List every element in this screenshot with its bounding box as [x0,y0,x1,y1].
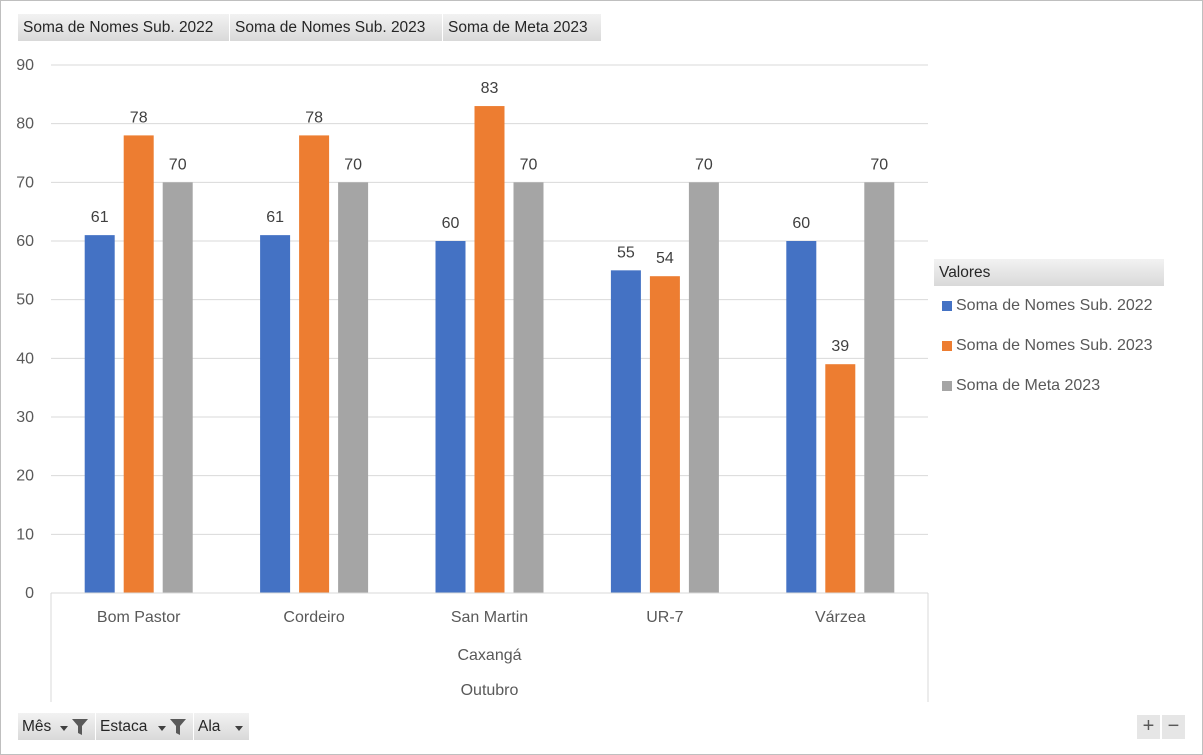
bar [435,241,466,593]
x-category-label: UR-7 [646,609,683,626]
data-label: 39 [831,338,849,355]
bar [84,235,115,593]
data-label: 61 [91,209,109,226]
caret-down-icon [235,726,243,731]
axis-field-label-ala: Ala [198,718,221,735]
data-label: 78 [305,109,323,126]
filter-icon [170,718,186,735]
y-tick-label: 0 [25,585,34,602]
legend-swatch-2023 [942,341,952,351]
data-label: 54 [656,250,674,267]
data-label: 70 [169,156,187,173]
value-field-button-2023[interactable]: Soma de Nomes Sub. 2023 [230,14,443,41]
legend: Valores Soma de Nomes Sub. 2022 Soma de … [934,259,1164,406]
legend-item-2022: Soma de Nomes Sub. 2022 [934,286,1164,326]
x-category-label: Várzea [815,609,866,626]
data-label: 70 [520,156,538,173]
y-tick-label: 10 [16,526,34,543]
y-tick-label: 80 [16,116,34,133]
bar [123,135,154,593]
legend-label-2023: Soma de Nomes Sub. 2023 [956,337,1153,354]
data-label: 70 [695,156,713,173]
data-label: 78 [130,109,148,126]
axis-field-button-ala[interactable]: Ala [194,713,250,740]
bar [825,364,856,593]
value-field-button-2022[interactable]: Soma de Nomes Sub. 2022 [18,14,230,41]
caret-down-icon [158,726,166,731]
axis-field-button-mes[interactable]: Mês [18,713,96,740]
x-group-label: Caxangá [457,647,521,664]
legend-swatch-2022 [942,301,952,311]
data-label: 61 [266,209,284,226]
expand-button[interactable]: + [1137,715,1160,739]
y-axis-tick-labels: 0 10 20 30 40 50 60 70 80 90 [16,57,34,602]
axis-field-button-estaca[interactable]: Estaca [96,713,194,740]
bar [299,135,330,593]
y-tick-label: 70 [16,174,34,191]
bar [864,182,895,594]
axis-field-label-estaca: Estaca [100,718,148,735]
bar [610,270,641,593]
legend-title[interactable]: Valores [934,259,1164,286]
legend-swatch-meta [942,381,952,391]
axis-field-buttons: Mês Estaca Ala [18,713,250,740]
x-category-label: San Martin [451,609,528,626]
axis-field-label-mes: Mês [22,718,52,735]
bar [649,276,680,593]
bar [260,235,291,593]
legend-item-2023: Soma de Nomes Sub. 2023 [934,326,1164,366]
y-tick-label: 60 [16,233,34,250]
bar [474,106,505,594]
y-tick-label: 50 [16,292,34,309]
y-tick-label: 90 [16,57,34,74]
axes [50,592,929,702]
y-tick-label: 30 [16,409,34,426]
data-label: 60 [442,215,460,232]
x-axis-category-labels: Bom Pastor Cordeiro San Martin UR-7 Várzea Ca… [97,609,866,699]
y-tick-label: 40 [16,350,34,367]
x-outer-group-label: Outubro [461,682,519,699]
data-label: 83 [481,80,499,97]
value-field-buttons: Soma de Nomes Sub. 2022 Soma de Nomes Su… [18,14,602,41]
x-category-label: Cordeiro [283,609,344,626]
filter-icon [72,718,88,735]
legend-label-meta: Soma de Meta 2023 [956,377,1101,394]
collapse-button[interactable]: − [1162,715,1185,739]
data-label: 60 [792,215,810,232]
bar [513,182,544,594]
bars [84,106,895,594]
legend-item-meta: Soma de Meta 2023 [934,366,1164,406]
legend-label-2022: Soma de Nomes Sub. 2022 [956,297,1153,314]
value-field-button-meta[interactable]: Soma de Meta 2023 [443,14,602,41]
x-category-label: Bom Pastor [97,609,181,626]
y-tick-label: 20 [16,468,34,485]
bar [786,241,817,593]
data-label: 70 [870,156,888,173]
bar [338,182,369,594]
caret-down-icon [60,726,68,731]
data-label: 55 [617,244,635,261]
data-label: 70 [344,156,362,173]
bar [162,182,193,594]
data-labels: 61 78 70 61 78 70 60 83 70 55 54 70 60 39 70 [91,80,888,355]
bar [688,182,719,594]
